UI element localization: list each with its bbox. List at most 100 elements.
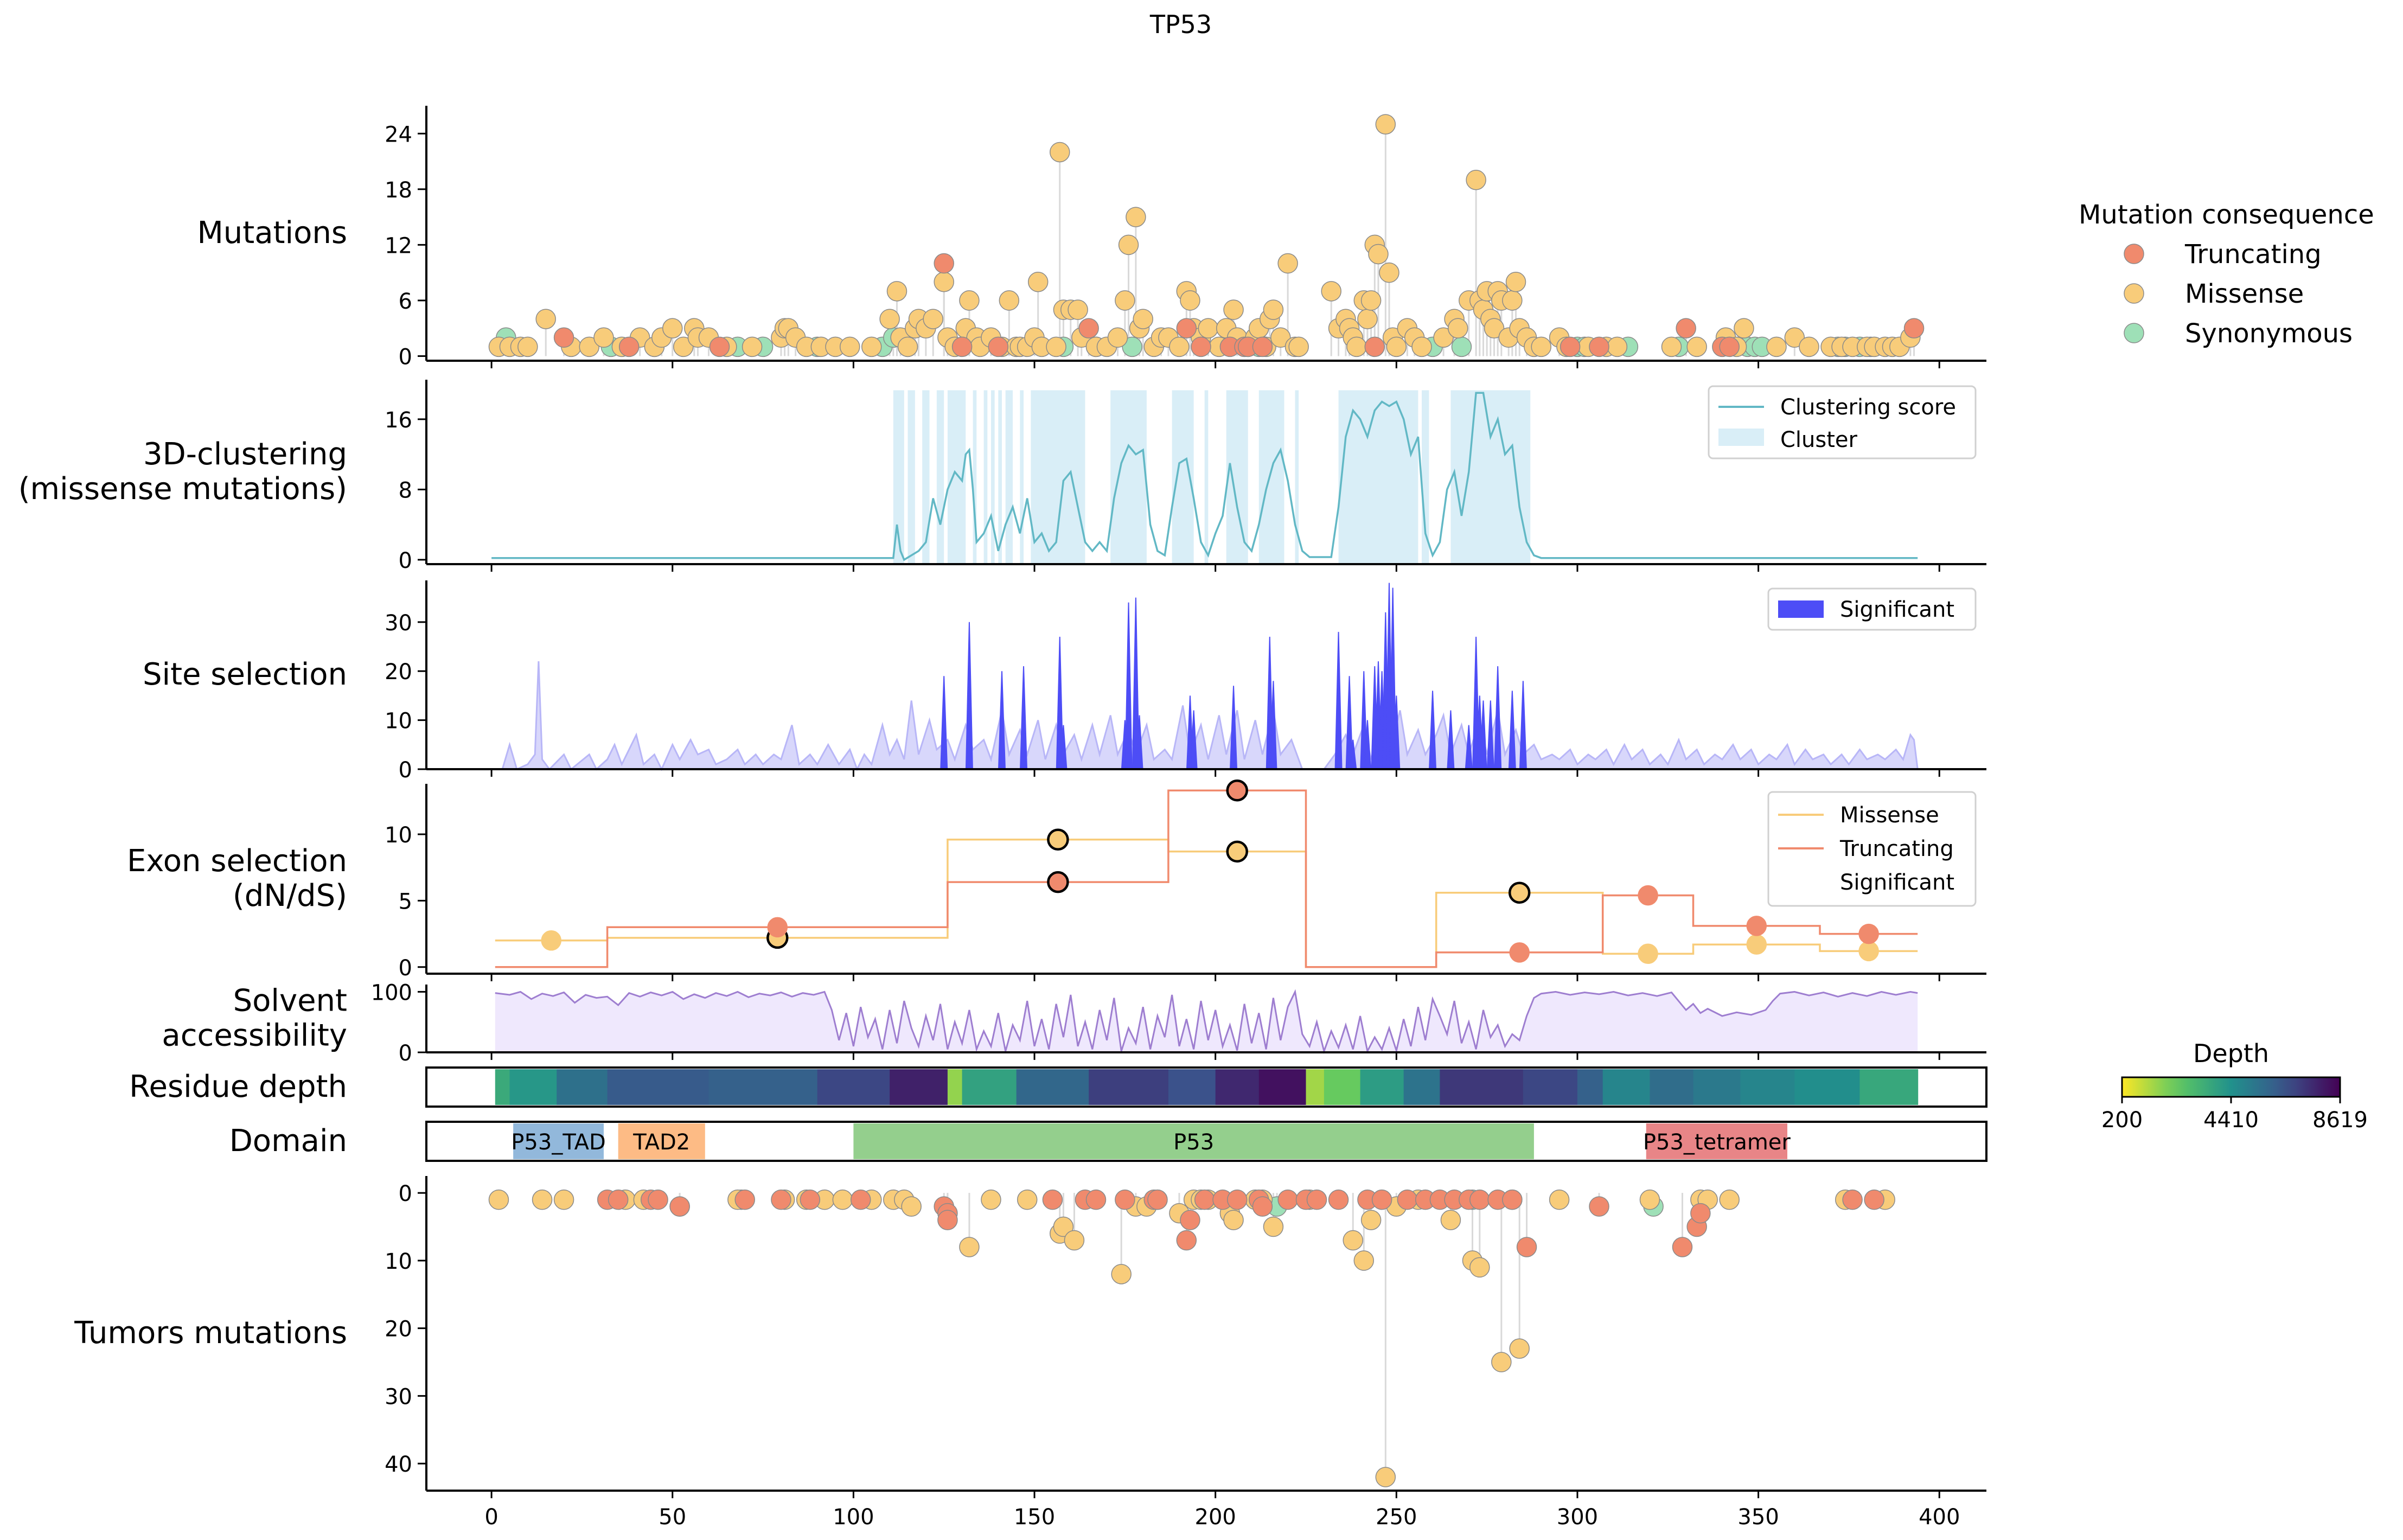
mutations-point-missense	[1734, 318, 1754, 338]
domain-label: P53_tetramer	[1643, 1130, 1791, 1155]
clustering-score-line	[491, 392, 1918, 561]
tumors-point-missense	[832, 1189, 853, 1210]
mutations-point-missense	[1375, 114, 1396, 135]
mutation-consequence-legend-title: Mutation consequence	[2079, 200, 2374, 230]
clustering-ytick-label: 16	[385, 408, 412, 433]
mutations-point-truncating	[709, 336, 730, 357]
tumors-point-missense	[1491, 1352, 1512, 1372]
exon-selection-step-truncating	[495, 789, 1918, 968]
mutations-point-missense	[886, 281, 907, 302]
solvent-label: Solvent	[233, 983, 347, 1019]
depth-colorbar-title: Depth	[2193, 1039, 2269, 1068]
tumors-point-truncating	[1180, 1210, 1200, 1230]
mutations-point-missense	[1360, 290, 1382, 311]
mutations-point-missense	[1784, 327, 1805, 348]
mutations-point-missense	[1505, 271, 1526, 292]
tumors-point-truncating	[648, 1189, 668, 1210]
residue-depth-segment	[962, 1069, 1017, 1105]
cluster-band	[922, 390, 930, 564]
residue-depth-segment	[1168, 1069, 1216, 1105]
residue-depth-segment	[708, 1069, 818, 1105]
residue-depth-segment	[1089, 1069, 1169, 1105]
domain-label: P53_TAD	[511, 1130, 606, 1155]
tumors-point-missense	[1440, 1210, 1461, 1230]
site-selection-significant-spike	[1519, 681, 1527, 770]
mutations-point-missense	[517, 336, 538, 357]
exon-selection-legend-label: Truncating	[1839, 836, 1954, 861]
exon-selection-point-missense	[1226, 840, 1248, 863]
cluster-band	[973, 390, 977, 564]
residue-depth-segment	[1577, 1069, 1603, 1105]
tumors-point-missense	[1263, 1216, 1284, 1237]
tumors-point-truncating	[1277, 1189, 1298, 1210]
mutation-consequence-legend-label: Truncating	[2184, 239, 2322, 270]
mutations-point-missense	[923, 309, 943, 329]
exon-selection-legend-box	[1767, 791, 1977, 907]
exon-selection-step-missense	[495, 839, 1918, 968]
mutations-point-missense	[593, 327, 614, 348]
mutations-point-missense	[897, 336, 918, 357]
mutations-point-missense	[1133, 309, 1153, 329]
cluster-band	[1110, 390, 1147, 564]
mutations-point-missense	[1126, 207, 1146, 227]
residue-depth-segment	[1602, 1069, 1651, 1105]
exon-selection-point-missense	[1508, 881, 1531, 904]
tumors-point-missense	[1353, 1250, 1375, 1271]
mutations-ytick-label: 0	[399, 344, 412, 369]
residue-depth-segment	[1403, 1069, 1441, 1105]
tumors-point-missense	[901, 1196, 922, 1217]
tumors-point-missense	[553, 1189, 574, 1210]
clustering-ytick-label: 8	[399, 478, 412, 503]
site-selection-significant-spike	[940, 676, 948, 770]
domain-label: Domain	[229, 1123, 347, 1159]
tumors-point-missense	[1064, 1230, 1085, 1251]
mutations-point-missense	[1686, 336, 1707, 357]
tumors-point-truncating	[771, 1189, 791, 1210]
tumors-ytick-label: 40	[385, 1452, 412, 1477]
exon-selection-point-missense	[1638, 943, 1658, 964]
tumors-point-truncating	[1672, 1237, 1693, 1257]
residue-depth-segment	[1306, 1069, 1325, 1105]
tumors-xtick-label: 350	[1737, 1505, 1779, 1530]
tumors-xtick-label: 100	[833, 1505, 874, 1530]
mutations-ytick-label: 24	[385, 122, 412, 147]
mutations-point-truncating	[1252, 336, 1273, 357]
residue-depth-segment	[1740, 1069, 1795, 1105]
tumors-point-missense	[1375, 1467, 1396, 1487]
exon-selection-ytick-label: 5	[399, 889, 412, 914]
domain-label: P53	[1173, 1130, 1214, 1155]
domain-bar-p53_tad	[513, 1123, 604, 1159]
mutations-point-missense	[959, 290, 980, 311]
exon-selection-point-truncating	[1858, 923, 1879, 944]
tumors-point-missense	[1053, 1216, 1074, 1237]
residue-depth-segment	[557, 1069, 608, 1105]
residue-depth-segment	[890, 1069, 948, 1105]
site-selection-ytick-label: 20	[385, 660, 412, 685]
tumors-point-missense	[532, 1189, 553, 1210]
tumors-point-truncating	[1042, 1189, 1063, 1210]
residue-depth-segment	[1794, 1069, 1861, 1105]
solvent-label: accessibility	[162, 1018, 347, 1053]
tumors-xtick-label: 50	[659, 1505, 686, 1530]
mutations-point-missense	[1288, 336, 1309, 357]
mutations-point-missense	[1049, 142, 1070, 163]
mutations-point-missense	[673, 336, 694, 357]
mutations-ytick-label: 12	[385, 233, 412, 258]
tumors-label: Tumors mutations	[74, 1315, 347, 1351]
domain-bar-p53	[853, 1123, 1534, 1159]
mutations-point-missense	[1607, 336, 1628, 357]
exon-selection-legend-label: Missense	[1840, 803, 1939, 828]
cluster-band	[1005, 390, 1013, 564]
cluster-band	[1258, 390, 1284, 564]
cluster-band	[1020, 390, 1024, 564]
mutations-point-missense	[1433, 327, 1454, 348]
mutations-point-missense	[861, 336, 882, 357]
exon-selection-ytick-label: 10	[385, 823, 412, 848]
tumors-point-truncating	[1115, 1189, 1135, 1210]
tumors-point-truncating	[1502, 1189, 1523, 1210]
tumors-point-truncating	[1328, 1189, 1349, 1210]
exon-selection-point-truncating	[1509, 942, 1530, 963]
exon-selection-legend-label: Significant	[1840, 870, 1954, 895]
site-selection-background-area	[491, 661, 1919, 771]
